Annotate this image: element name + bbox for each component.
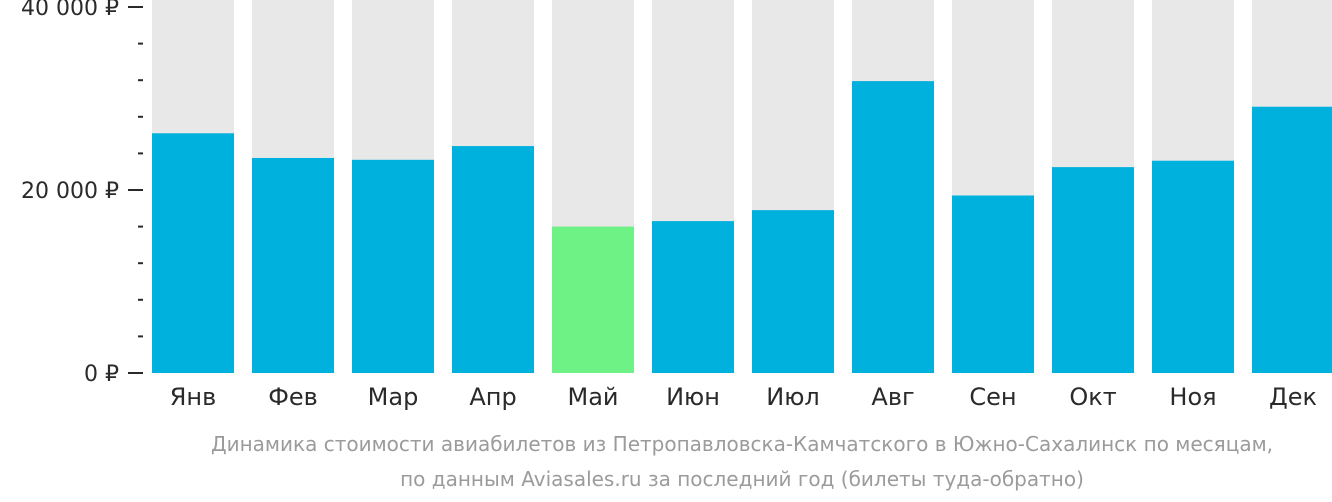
bar-1[interactable]	[252, 157, 334, 373]
bar-9[interactable]	[1052, 167, 1134, 373]
chart-caption-line-2: по данным Aviasales.ru за последний год …	[400, 467, 1084, 491]
x-tick-label: Авг	[871, 383, 914, 411]
x-tick-label: Окт	[1069, 383, 1116, 411]
x-tick-label: Янв	[170, 383, 217, 411]
bars	[152, 81, 1332, 374]
bar-3[interactable]	[452, 146, 534, 373]
x-tick-label: Дек	[1269, 383, 1317, 411]
chart-caption-line-1: Динамика стоимости авиабилетов из Петроп…	[210, 432, 1274, 456]
x-tick-label: Фев	[268, 383, 318, 411]
bar-11[interactable]	[1252, 106, 1332, 374]
y-axis: 0 ₽ 20 000 ₽ 40 000 ₽	[21, 0, 143, 387]
x-tick-label: Мар	[368, 383, 419, 411]
bar-5[interactable]	[652, 221, 734, 373]
x-tick-label: Апр	[469, 383, 516, 411]
bar-8[interactable]	[952, 195, 1034, 373]
bar-7[interactable]	[852, 81, 934, 374]
bar-10[interactable]	[1152, 160, 1234, 373]
y-tick-label: 40 000 ₽	[21, 0, 119, 21]
bar-6[interactable]	[752, 210, 834, 373]
bar-4[interactable]	[552, 226, 634, 373]
x-tick-label: Ноя	[1169, 383, 1216, 411]
x-tick-label: Июл	[766, 383, 820, 411]
x-tick-label: Май	[567, 383, 618, 411]
x-tick-label: Сен	[969, 383, 1016, 411]
x-axis: Янв Фев Мар Апр Май Июн Июл Авг Сен Окт Ноя Дек	[170, 383, 1317, 411]
y-tick-label: 0 ₽	[84, 362, 119, 387]
bar-0[interactable]	[152, 133, 234, 373]
bar-2[interactable]	[352, 159, 434, 373]
y-tick-label: 20 000 ₽	[21, 179, 119, 204]
x-tick-label: Июн	[666, 383, 720, 411]
bar-chart: 0 ₽ 20 000 ₽ 40 000 ₽ Янв Фев Мар Апр Май Июн Ию…	[21, 0, 1332, 411]
